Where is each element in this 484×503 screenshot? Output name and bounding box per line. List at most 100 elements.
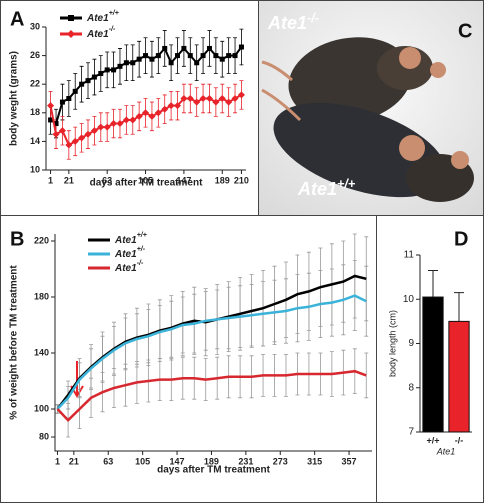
photo-label: Ate1-/- xyxy=(267,11,319,32)
marker xyxy=(47,102,55,110)
marker xyxy=(130,60,136,66)
y-tick-label: 14 xyxy=(30,136,40,146)
bar xyxy=(422,296,444,433)
marker xyxy=(237,91,245,99)
marker xyxy=(66,96,72,101)
y-tick-label: 180 xyxy=(34,291,49,301)
marker xyxy=(90,127,98,135)
marker xyxy=(238,44,244,50)
panel-label: A xyxy=(10,8,24,30)
photo xyxy=(258,0,484,215)
y-tick-label: 10 xyxy=(30,164,40,174)
marker xyxy=(213,53,219,59)
marker xyxy=(117,63,123,69)
bar xyxy=(448,320,470,433)
legend-label: Ate1+/+ xyxy=(114,232,147,246)
marker xyxy=(212,98,220,106)
x-tick-label: 147 xyxy=(170,456,185,466)
marker xyxy=(53,121,59,127)
y-axis-title: body weght (grams) xyxy=(9,51,20,146)
marker xyxy=(148,112,156,120)
x-tick-label: +/+ xyxy=(426,435,439,445)
x-tick-label: 63 xyxy=(102,175,112,185)
marker xyxy=(167,102,175,110)
legend-marker xyxy=(68,15,74,21)
marker xyxy=(79,81,85,87)
x-tick-label: 63 xyxy=(103,456,113,466)
marker xyxy=(48,117,54,123)
marker xyxy=(123,60,129,66)
series-line xyxy=(56,369,367,422)
marker xyxy=(103,123,111,131)
marker xyxy=(52,130,60,138)
x-axis-title: days after TM treatment xyxy=(90,178,203,189)
panel-label: B xyxy=(10,228,24,250)
y-tick-label: 26 xyxy=(30,50,40,60)
marker xyxy=(154,109,162,117)
marker xyxy=(219,56,225,62)
marker xyxy=(232,53,238,59)
marker xyxy=(104,67,110,73)
marker xyxy=(97,123,105,131)
marker xyxy=(116,120,124,128)
marker xyxy=(143,53,149,59)
error-bar xyxy=(454,292,464,322)
marker xyxy=(91,74,97,80)
marker xyxy=(225,98,233,106)
y-tick-label: 80 xyxy=(39,431,49,441)
legend-label: Ate1-/- xyxy=(114,260,144,274)
marker xyxy=(98,70,104,76)
x-tick-label: 231 xyxy=(238,456,253,466)
marker xyxy=(142,109,150,117)
legend-marker xyxy=(67,30,75,38)
y-tick-label: 18 xyxy=(30,107,40,117)
marker xyxy=(149,56,155,62)
y-tick-label: 7 xyxy=(408,427,414,438)
x-tick-label: 21 xyxy=(64,175,74,185)
legend-label: Ate1+/+ xyxy=(86,10,119,24)
marker xyxy=(181,45,187,51)
marker xyxy=(84,130,92,138)
marker xyxy=(71,137,79,145)
y-tick-label: 100 xyxy=(34,403,49,413)
marker xyxy=(85,78,91,84)
legend-label: Ate1-/- xyxy=(86,26,116,40)
marker xyxy=(205,95,213,102)
x-tick-label: 273 xyxy=(273,456,288,466)
marker xyxy=(78,134,86,142)
marker xyxy=(59,99,65,105)
x-axis-title: Ate1 xyxy=(436,446,456,456)
marker xyxy=(110,120,118,128)
marker xyxy=(226,53,232,59)
x-tick-label: -/- xyxy=(455,435,464,445)
y-tick-label: 11 xyxy=(404,250,415,261)
error-bar xyxy=(428,269,438,298)
marker xyxy=(199,95,207,102)
marker xyxy=(122,116,130,124)
legend-label: Ate1+/- xyxy=(114,246,146,260)
marker xyxy=(129,116,137,124)
x-tick-label: 147 xyxy=(176,175,191,185)
y-tick-label: 9 xyxy=(408,338,414,349)
x-axis-title: days after TM treatment xyxy=(157,465,270,476)
x-tick-label: 189 xyxy=(215,175,230,185)
x-tick-label: 105 xyxy=(135,456,150,466)
marker xyxy=(174,102,182,110)
marker xyxy=(187,53,193,59)
marker xyxy=(65,141,73,149)
y-axis-title: body length (cm) xyxy=(387,310,397,377)
y-axis-title: % of weight before TM treatment xyxy=(9,265,20,420)
y-tick-label: 140 xyxy=(34,347,49,357)
y-tick-label: 22 xyxy=(30,79,40,89)
photo-label: Ate1+/+ xyxy=(297,177,356,198)
marker xyxy=(72,88,78,94)
panel-label: D xyxy=(454,228,468,250)
series-line xyxy=(56,294,367,410)
x-tick-label: 1 xyxy=(48,175,53,185)
marker xyxy=(206,45,212,51)
axis xyxy=(54,234,372,452)
x-tick-label: 21 xyxy=(69,456,79,466)
marker xyxy=(111,67,117,73)
marker xyxy=(193,98,201,106)
panel-label: C xyxy=(458,20,472,42)
